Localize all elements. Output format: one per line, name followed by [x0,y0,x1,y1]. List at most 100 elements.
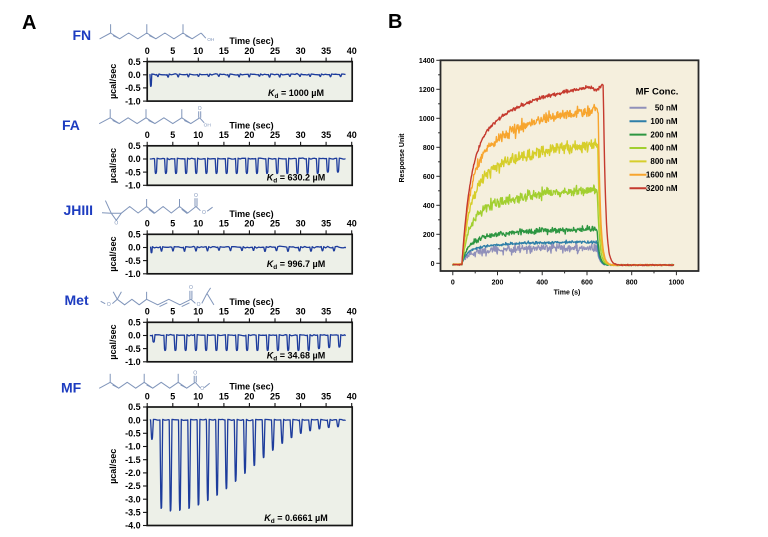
svg-text:-1.0: -1.0 [125,96,141,106]
svg-text:30: 30 [296,130,306,140]
svg-text:20: 20 [244,219,254,229]
svg-text:Met: Met [65,292,89,308]
svg-text:Kd = 1000 µM: Kd = 1000 µM [268,88,324,100]
svg-text:30: 30 [296,307,306,317]
svg-text:O: O [198,106,202,112]
svg-text:200 nM: 200 nM [650,130,677,139]
svg-text:0: 0 [145,46,150,56]
svg-text:35: 35 [321,391,331,401]
svg-text:20: 20 [244,46,254,56]
svg-text:Kd = 0.6661 µM: Kd = 0.6661 µM [264,513,327,525]
svg-text:25: 25 [270,219,280,229]
svg-text:µcal/sec: µcal/sec [108,236,118,271]
svg-text:-0.5: -0.5 [125,83,141,93]
svg-text:A: A [22,12,36,34]
svg-text:Time (sec): Time (sec) [229,382,273,392]
svg-text:0.5: 0.5 [128,141,141,151]
svg-text:40: 40 [347,46,357,56]
svg-text:20: 20 [244,391,254,401]
svg-text:15: 15 [219,46,229,56]
svg-text:30: 30 [296,391,306,401]
svg-text:0.0: 0.0 [128,415,141,425]
svg-text:-1.0: -1.0 [125,181,141,191]
svg-text:MF: MF [61,379,82,395]
svg-text:30: 30 [296,46,306,56]
svg-text:-1.0: -1.0 [125,442,141,452]
svg-text:0.5: 0.5 [128,57,141,67]
svg-text:30: 30 [296,219,306,229]
svg-text:0: 0 [145,130,150,140]
svg-text:15: 15 [219,391,229,401]
svg-text:0.0: 0.0 [128,331,141,341]
svg-text:1000: 1000 [669,279,685,286]
svg-text:-1.0: -1.0 [125,357,141,367]
svg-text:0.0: 0.0 [128,154,141,164]
svg-text:-1.5: -1.5 [125,455,141,465]
svg-text:µcal/sec: µcal/sec [108,64,118,99]
svg-text:-3.0: -3.0 [125,494,141,504]
svg-text:µcal/sec: µcal/sec [108,148,118,183]
svg-text:µcal/sec: µcal/sec [108,324,118,359]
svg-text:0.5: 0.5 [128,230,141,240]
svg-text:600: 600 [581,279,593,286]
svg-text:B: B [388,11,402,33]
svg-text:25: 25 [270,130,280,140]
svg-text:35: 35 [321,130,331,140]
svg-text:50 nM: 50 nM [655,104,678,113]
svg-text:15: 15 [219,219,229,229]
svg-text:10: 10 [193,307,203,317]
svg-text:25: 25 [270,391,280,401]
svg-text:Time (sec): Time (sec) [229,36,273,46]
svg-text:100 nM: 100 nM [650,117,677,126]
svg-text:5: 5 [170,307,175,317]
svg-text:15: 15 [219,307,229,317]
svg-text:O: O [114,220,118,226]
svg-text:0.0: 0.0 [128,243,141,253]
svg-text:-0.5: -0.5 [125,344,141,354]
svg-text:35: 35 [321,219,331,229]
svg-text:25: 25 [270,46,280,56]
svg-text:-1.0: -1.0 [125,269,141,279]
svg-text:10: 10 [193,391,203,401]
svg-text:1400: 1400 [419,58,435,65]
svg-text:800: 800 [423,145,435,152]
svg-text:200: 200 [492,279,504,286]
svg-text:Kd = 996.7 µM: Kd = 996.7 µM [267,259,325,271]
svg-text:3200 nM: 3200 nM [646,184,678,193]
svg-text:Kd = 34.68 µM: Kd = 34.68 µM [267,350,325,362]
svg-text:OH: OH [204,122,212,128]
svg-text:15: 15 [219,130,229,140]
svg-text:FA: FA [62,117,80,133]
svg-text:10: 10 [193,46,203,56]
svg-text:-3.5: -3.5 [125,508,141,518]
svg-text:-4.0: -4.0 [125,521,141,531]
svg-text:O: O [193,370,197,376]
svg-text:400 nM: 400 nM [650,144,677,153]
svg-text:-0.5: -0.5 [125,167,141,177]
svg-text:800 nM: 800 nM [650,157,677,166]
svg-text:0: 0 [145,219,150,229]
svg-text:Response Unit: Response Unit [399,133,406,183]
svg-text:O: O [200,386,204,392]
svg-text:OH: OH [207,37,215,43]
svg-text:40: 40 [347,219,357,229]
svg-text:0.5: 0.5 [128,318,141,328]
svg-text:O: O [107,302,111,308]
svg-text:20: 20 [244,130,254,140]
svg-text:0: 0 [431,261,435,268]
svg-text:40: 40 [347,307,357,317]
svg-text:800: 800 [626,279,638,286]
svg-text:O: O [194,193,198,199]
svg-text:-2.0: -2.0 [125,468,141,478]
svg-text:FN: FN [73,27,92,43]
svg-text:O: O [189,285,193,291]
svg-text:5: 5 [170,391,175,401]
svg-text:Time (s): Time (s) [554,289,581,296]
svg-text:µcal/sec: µcal/sec [108,449,118,484]
svg-text:10: 10 [193,130,203,140]
svg-text:0.0: 0.0 [128,70,141,80]
svg-text:400: 400 [536,279,548,286]
svg-text:O: O [197,302,201,308]
svg-text:Time (sec): Time (sec) [229,120,273,130]
svg-text:-0.5: -0.5 [125,429,141,439]
